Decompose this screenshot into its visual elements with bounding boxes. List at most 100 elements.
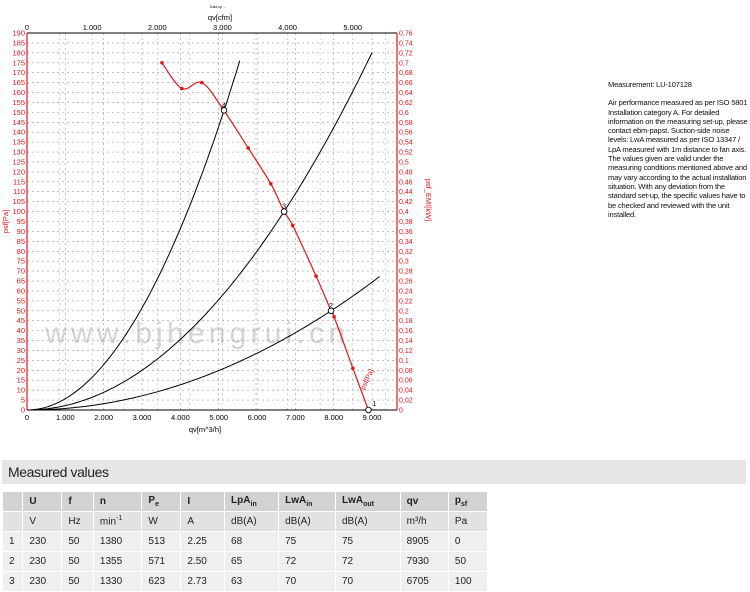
table-cell: 68 — [225, 532, 279, 551]
table-row: 2 230 50 1355 571 2.50 65 72 72 7930 50 — [3, 552, 487, 571]
y2-tick-label: 0,58 — [399, 120, 413, 127]
table-cell: 1 — [3, 532, 23, 551]
y2-tick-label: 0,7 — [399, 60, 409, 67]
y-tick-label: 175 — [12, 58, 25, 67]
y-tick-label: 40 — [17, 326, 25, 335]
measured-values-header: Measured values — [2, 460, 746, 484]
table-row: 1 230 50 1380 513 2.25 68 75 75 8905 0 — [3, 532, 487, 551]
y-tick-label: 125 — [12, 157, 25, 166]
watermark-url: w w w . b j h e n g r u i . c n — [44, 317, 345, 350]
y2-tick-label: 0,18 — [399, 318, 413, 325]
x2-tick-label: 3.000 — [213, 23, 232, 32]
column-header: qv — [400, 492, 448, 511]
y2-tick-label: 0,52 — [399, 150, 413, 157]
y-tick-label: 85 — [17, 237, 25, 246]
unit-cell: m³/h — [400, 512, 448, 531]
table-cell: 623 — [142, 572, 181, 591]
table-cell: 65 — [225, 552, 279, 571]
table-cell: 230 — [23, 552, 62, 571]
operating-point — [220, 107, 228, 114]
fan-curve-point — [351, 366, 355, 371]
x-tick-label: 9.000 — [363, 413, 382, 422]
unit-cell: W — [142, 512, 181, 531]
unit-cell: dB(A) — [335, 512, 400, 531]
y2-tick-label: 0,38 — [399, 219, 413, 226]
y2-tick-label: 0,28 — [399, 269, 413, 276]
measured-values-title: Measured values — [8, 464, 109, 480]
y2-tick-label: 0,06 — [399, 378, 413, 385]
fan-curve-label: psf[Pa] — [360, 368, 376, 391]
y2-tick-label: 0,76 — [399, 31, 413, 38]
x2-tick-label: 4.000 — [278, 23, 297, 32]
unit-cell: Hz — [62, 512, 93, 531]
table-cell: 0 — [448, 532, 487, 551]
x-tick-label: 3.000 — [133, 413, 152, 422]
y2-tick-label: 0,48 — [399, 169, 413, 176]
table-cell: 63 — [225, 572, 279, 591]
y-tick-label: 115 — [13, 177, 25, 186]
y-tick-label: 95 — [17, 217, 25, 226]
y2-tick-label: 0,4 — [399, 209, 409, 216]
y2-tick-label: 0,5 — [399, 159, 409, 166]
y2-tick-label: 0,32 — [399, 249, 413, 256]
x-tick-label: 7.000 — [286, 413, 305, 422]
y-tick-label: 65 — [17, 277, 25, 286]
y2-tick-label: 0,42 — [399, 199, 413, 206]
x2-tick-label: 0 — [25, 23, 29, 32]
fan-curve-point — [200, 80, 204, 85]
operating-point — [327, 307, 335, 315]
y-tick-label: 30 — [17, 346, 25, 355]
x2-tick-label: 5.000 — [343, 23, 362, 32]
operating-point-label: 2 — [329, 303, 333, 310]
y-tick-label: 50 — [17, 306, 25, 315]
x-tick-label: 1.000 — [56, 413, 75, 422]
table-cell: 2.25 — [181, 532, 225, 551]
y-tick-label: 15 — [17, 376, 25, 385]
unit-superscript: -1 — [116, 515, 123, 523]
table-cell: 75 — [279, 532, 335, 551]
y-tick-label: 10 — [17, 386, 25, 395]
table-cell: 72 — [335, 552, 400, 571]
x2-axis-label: qv[cfm] — [208, 13, 232, 22]
x-tick-label: 0 — [25, 413, 29, 422]
operating-point-label: 1 — [372, 401, 376, 408]
y2-tick-label: 0,3 — [399, 259, 409, 266]
system-curve — [27, 52, 373, 411]
column-header: psf — [448, 492, 487, 511]
y2-axis-label: psf_EMI[kW] — [424, 179, 433, 222]
y2-tick-label: 0,6 — [399, 110, 409, 117]
table-cell: 2.73 — [181, 572, 225, 591]
unit-cell — [3, 512, 23, 531]
y2-tick-label: 0,72 — [399, 50, 413, 57]
column-header-subscript: e — [155, 501, 159, 508]
fan-curve-point — [269, 182, 273, 186]
table-cell: 70 — [335, 572, 400, 591]
table-cell: 3 — [3, 572, 23, 591]
column-header: I — [181, 492, 225, 511]
y2-tick-label: 0,44 — [399, 189, 413, 196]
y2-tick-label: 0,36 — [399, 229, 413, 236]
y-tick-label: 80 — [17, 247, 25, 256]
y2-tick-label: 0,24 — [399, 288, 413, 295]
y-tick-label: 90 — [17, 227, 25, 236]
table-cell: 8905 — [400, 532, 448, 551]
y2-tick-label: 0,12 — [399, 348, 413, 355]
column-header: LwAin — [279, 492, 335, 511]
y-tick-label: 170 — [12, 68, 25, 77]
x-tick-label: 5.000 — [209, 413, 228, 422]
y-tick-label: 20 — [17, 366, 25, 375]
y-tick-label: 110 — [13, 187, 25, 196]
y2-tick-label: 0,22 — [399, 298, 413, 305]
y2-tick-label: 0,68 — [399, 70, 413, 77]
y-tick-label: 100 — [12, 207, 25, 216]
table-cell: 1330 — [93, 572, 142, 591]
system-curve — [27, 60, 241, 411]
fan-curve-point — [314, 274, 318, 278]
y-tick-label: 5 — [21, 396, 25, 405]
table-cell: 50 — [62, 572, 93, 591]
unit-cell: Pa — [448, 512, 487, 531]
y-tick-label: 180 — [12, 48, 25, 57]
